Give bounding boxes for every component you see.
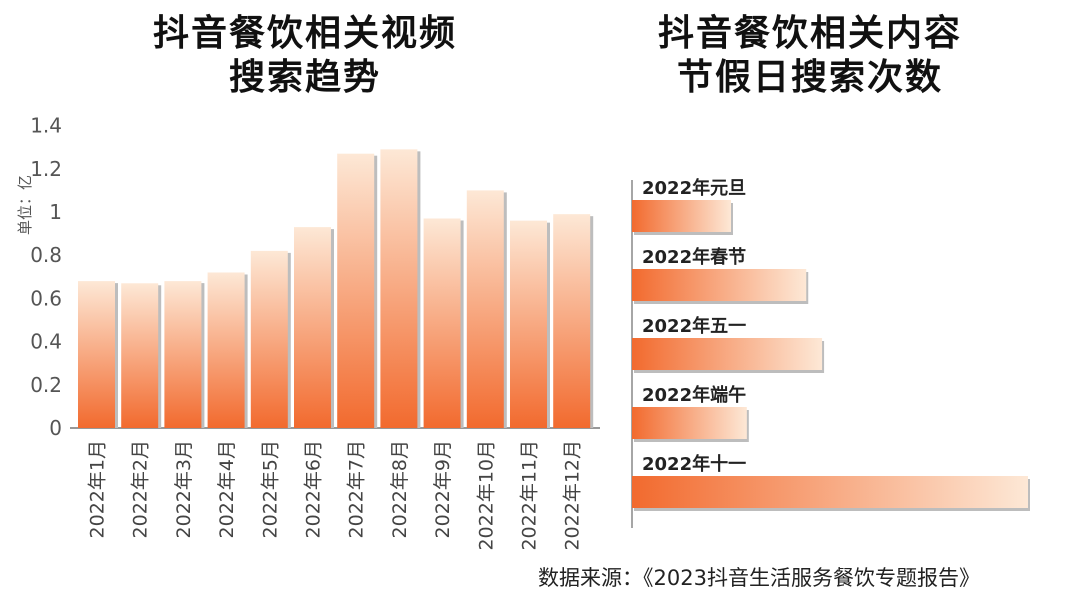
x-tick-label: 2022年2月 xyxy=(130,440,152,538)
right-chart-title: 抖音餐饮相关内容 节假日搜索次数 xyxy=(600,12,1020,100)
bar xyxy=(380,149,418,429)
category-label: 2022年端午 xyxy=(642,384,746,406)
x-tick-label: 2022年8月 xyxy=(389,440,411,538)
bar xyxy=(632,200,731,232)
right-title-line-1: 抖音餐饮相关内容 xyxy=(657,13,962,54)
bar xyxy=(632,407,747,439)
bar xyxy=(466,190,504,428)
y-tick-label: 0.6 xyxy=(30,286,62,310)
bar xyxy=(164,281,202,428)
x-tick-label: 2022年7月 xyxy=(346,440,368,538)
x-tick-label: 2022年3月 xyxy=(173,440,195,538)
right-title-line-2: 节假日搜索次数 xyxy=(676,57,943,98)
x-tick-label: 2022年5月 xyxy=(259,440,281,538)
bar xyxy=(423,218,461,428)
y-tick-label: 1 xyxy=(49,200,62,224)
bar xyxy=(207,272,245,428)
x-tick-label: 2022年4月 xyxy=(216,440,238,538)
bar xyxy=(250,250,288,428)
bar xyxy=(510,220,547,428)
y-tick-label: 0 xyxy=(49,416,62,440)
y-tick-label: 0.8 xyxy=(30,243,62,267)
bar xyxy=(78,281,115,428)
x-tick-label: 2022年6月 xyxy=(303,440,325,538)
left-title-line-2: 搜索趋势 xyxy=(228,57,381,98)
bar xyxy=(632,338,823,370)
bar xyxy=(632,476,1028,508)
bar xyxy=(337,153,375,428)
left-chart-title: 抖音餐饮相关视频 搜索趋势 xyxy=(105,12,505,100)
category-label: 2022年元旦 xyxy=(642,177,746,199)
data-source: 数据来源：《2023抖音生活服务餐饮专题报告》 xyxy=(538,566,980,590)
bar xyxy=(553,214,591,428)
y-axis-label: 单位：亿 xyxy=(16,175,34,235)
x-tick-label: 2022年12月 xyxy=(562,440,584,551)
x-tick-label: 2022年9月 xyxy=(432,440,454,538)
y-tick-label: 0.4 xyxy=(30,330,62,354)
x-tick-label: 2022年11月 xyxy=(519,440,541,551)
bar xyxy=(294,227,331,428)
category-label: 2022年五一 xyxy=(642,315,746,337)
bar xyxy=(632,269,807,301)
y-tick-label: 0.2 xyxy=(30,373,62,397)
category-label: 2022年春节 xyxy=(642,246,746,268)
bar xyxy=(121,283,159,428)
category-label: 2022年十一 xyxy=(642,453,746,475)
x-tick-label: 2022年10月 xyxy=(475,440,497,551)
x-tick-label: 2022年1月 xyxy=(87,440,109,538)
y-tick-label: 1.4 xyxy=(30,114,62,138)
left-title-line-1: 抖音餐饮相关视频 xyxy=(152,13,457,54)
y-tick-label: 1.2 xyxy=(30,157,62,181)
